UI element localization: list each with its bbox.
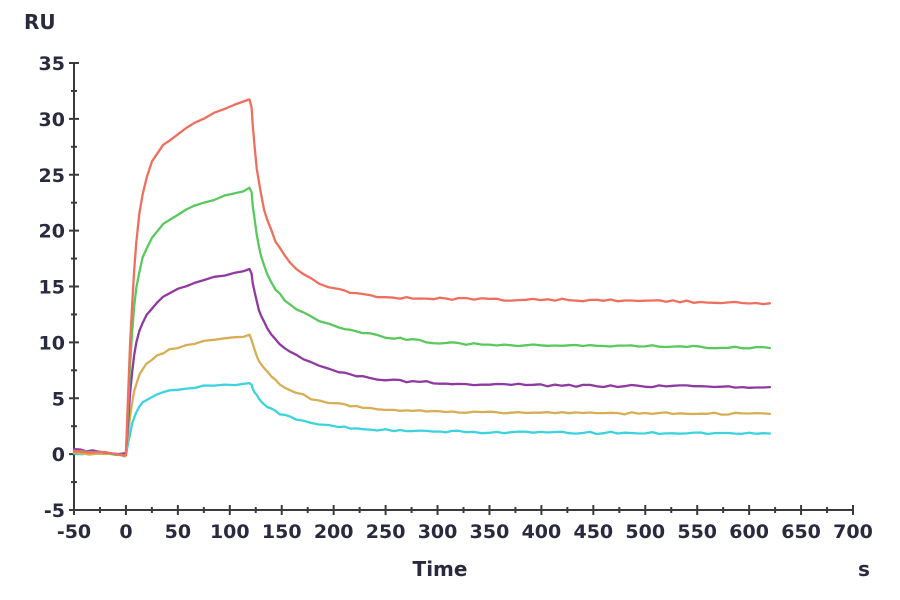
y-axis-unit-label: RU <box>24 10 56 34</box>
x-axis-tick-label-700: 700 <box>833 521 873 543</box>
x-axis-tick-label-650: 650 <box>781 521 821 543</box>
y-axis-tick-label-35: 35 <box>39 53 65 75</box>
y-axis-tick-label-30: 30 <box>39 109 65 131</box>
x-axis-tick-label-400: 400 <box>522 521 562 543</box>
x-axis-tick-label-550: 550 <box>677 521 717 543</box>
y-axis-tick-label-10: 10 <box>39 332 65 354</box>
x-axis-tick-label-0: 0 <box>119 521 132 543</box>
curve-cyan <box>72 382 772 458</box>
x-axis-tick-label-100: 100 <box>210 521 250 543</box>
y-axis-tick-label-20: 20 <box>39 221 65 243</box>
y-axis-tick-label-15: 15 <box>39 277 65 299</box>
x-axis-title: Time <box>412 557 468 581</box>
y-axis-ticks <box>69 62 79 511</box>
x-axis-tick-label-250: 250 <box>366 521 406 543</box>
curve-red <box>72 98 772 457</box>
y-axis-tick-label-5: 5 <box>52 388 65 410</box>
y-axis-tick-labels: -5 0 5 10 15 20 25 30 35 <box>39 53 65 522</box>
x-axis-tick-label-450: 450 <box>573 521 613 543</box>
y-axis-tick-label-25: 25 <box>39 165 65 187</box>
x-axis-tick-label-50: 50 <box>165 521 191 543</box>
x-axis-tick-labels: -50 0 50 100 150 200 250 300 350 400 450 500 550 600 6… <box>57 521 873 543</box>
y-axis-tick-label--5: -5 <box>44 500 65 522</box>
x-axis-ticks <box>73 505 854 515</box>
x-axis-tick-label-350: 350 <box>470 521 510 543</box>
curve-purple <box>72 267 772 456</box>
x-axis-tick-label-150: 150 <box>262 521 302 543</box>
x-axis-tick-label-200: 200 <box>314 521 354 543</box>
curve-gold <box>72 333 772 458</box>
x-axis-tick-label--50: -50 <box>57 521 91 543</box>
x-axis-tick-label-300: 300 <box>418 521 458 543</box>
curve-green <box>72 186 772 457</box>
x-axis-unit-label: s <box>858 557 870 581</box>
x-axis-tick-label-500: 500 <box>625 521 665 543</box>
y-axis-tick-label-0: 0 <box>52 444 65 466</box>
x-axis-tick-label-600: 600 <box>729 521 769 543</box>
axis-lines <box>73 63 854 511</box>
